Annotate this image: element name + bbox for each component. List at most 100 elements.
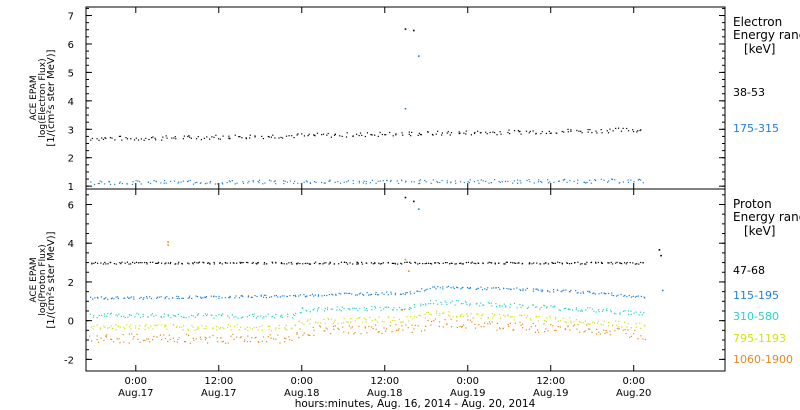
data-point bbox=[113, 263, 115, 265]
data-point bbox=[192, 183, 195, 185]
data-point bbox=[386, 291, 388, 293]
data-point bbox=[430, 300, 432, 302]
data-point bbox=[182, 138, 184, 140]
data-point bbox=[91, 137, 93, 140]
data-point bbox=[406, 261, 408, 263]
data-point bbox=[145, 137, 147, 139]
data-point bbox=[185, 317, 187, 319]
data-point bbox=[110, 325, 112, 327]
data-point bbox=[267, 325, 269, 327]
data-point bbox=[488, 302, 490, 304]
data-point bbox=[197, 262, 200, 264]
data-point bbox=[383, 308, 385, 310]
data-point bbox=[635, 326, 638, 328]
data-point bbox=[177, 338, 179, 341]
data-point bbox=[545, 132, 547, 134]
data-point bbox=[417, 290, 419, 292]
data-point bbox=[91, 262, 93, 264]
data-point bbox=[295, 324, 297, 326]
data-point bbox=[231, 314, 234, 316]
data-point bbox=[627, 179, 629, 181]
data-point bbox=[358, 180, 360, 182]
data-point bbox=[424, 329, 426, 331]
data-point bbox=[425, 304, 427, 306]
data-point bbox=[213, 261, 215, 263]
data-point bbox=[456, 286, 458, 288]
data-point bbox=[281, 314, 283, 316]
data-point bbox=[461, 263, 463, 265]
data-point bbox=[566, 262, 568, 264]
data-point bbox=[613, 312, 615, 314]
data-point bbox=[508, 315, 510, 317]
data-point bbox=[320, 322, 322, 324]
data-point bbox=[295, 295, 297, 297]
data-point bbox=[140, 183, 142, 185]
data-point bbox=[187, 262, 189, 264]
data-point bbox=[406, 292, 408, 294]
data-point bbox=[469, 286, 471, 289]
data-point bbox=[109, 137, 111, 139]
data-point bbox=[410, 262, 412, 264]
data-point bbox=[485, 180, 487, 182]
data-point bbox=[262, 317, 264, 319]
data-point bbox=[148, 138, 150, 141]
data-point bbox=[209, 182, 211, 184]
data-point bbox=[139, 341, 141, 343]
data-point bbox=[460, 262, 462, 264]
data-point bbox=[100, 296, 102, 298]
data-point bbox=[456, 316, 458, 318]
data-point bbox=[532, 130, 534, 132]
data-point bbox=[375, 182, 377, 184]
data-point bbox=[625, 333, 627, 335]
data-point bbox=[561, 130, 563, 133]
data-point bbox=[589, 323, 591, 325]
data-point bbox=[491, 313, 493, 315]
data-point bbox=[313, 295, 315, 297]
data-point bbox=[335, 294, 337, 296]
data-point bbox=[482, 304, 484, 306]
data-point bbox=[533, 262, 535, 264]
data-point bbox=[350, 318, 352, 320]
data-point bbox=[514, 130, 516, 132]
data-point bbox=[154, 324, 156, 326]
data-point bbox=[175, 326, 178, 328]
data-point bbox=[624, 329, 626, 331]
data-point bbox=[97, 341, 100, 343]
data-point bbox=[313, 329, 315, 331]
plot-frame bbox=[85, 6, 726, 190]
data-point bbox=[351, 293, 353, 295]
data-point bbox=[478, 182, 480, 184]
data-point bbox=[525, 289, 527, 291]
data-point bbox=[644, 325, 646, 327]
data-point bbox=[244, 328, 246, 330]
data-point bbox=[188, 263, 190, 265]
data-point bbox=[322, 133, 325, 135]
data-point bbox=[634, 296, 636, 298]
data-point bbox=[641, 314, 643, 316]
data-point bbox=[288, 135, 290, 137]
data-point bbox=[329, 261, 331, 263]
data-point bbox=[183, 135, 185, 137]
data-point bbox=[298, 295, 300, 297]
data-point bbox=[546, 317, 548, 319]
data-point bbox=[539, 308, 541, 310]
data-point bbox=[197, 313, 200, 315]
data-point bbox=[496, 306, 498, 308]
data-point bbox=[128, 342, 130, 344]
data-point bbox=[359, 316, 361, 319]
data-point bbox=[90, 139, 92, 141]
data-point bbox=[209, 180, 212, 183]
data-point bbox=[419, 133, 421, 136]
data-point bbox=[348, 325, 350, 327]
data-point bbox=[324, 322, 326, 324]
data-point bbox=[433, 303, 435, 305]
data-point bbox=[604, 293, 606, 295]
data-point bbox=[306, 320, 309, 322]
data-point bbox=[505, 306, 507, 308]
data-point bbox=[601, 310, 604, 312]
data-point bbox=[540, 133, 542, 135]
data-point bbox=[132, 338, 134, 340]
data-point bbox=[395, 133, 397, 135]
data-point bbox=[452, 316, 454, 318]
data-point bbox=[309, 182, 312, 185]
